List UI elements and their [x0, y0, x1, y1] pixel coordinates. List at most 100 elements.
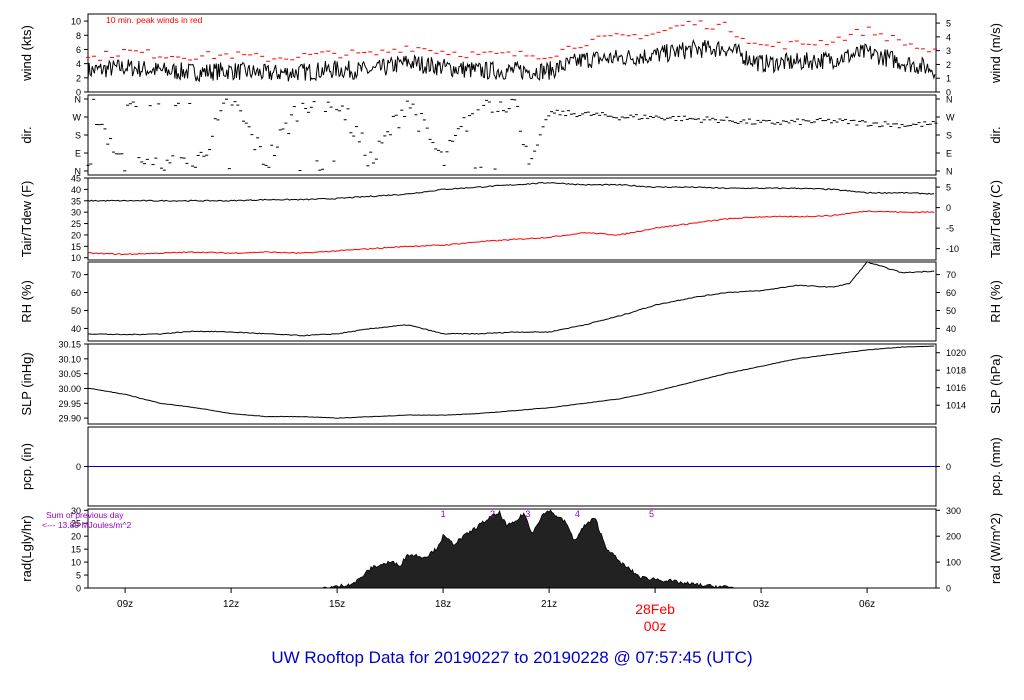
tick-label-left: 6	[76, 45, 81, 55]
tick-label-right: 5	[946, 183, 951, 193]
tick-label-left: 30.00	[58, 384, 81, 394]
panel-frame	[87, 177, 937, 261]
tick-label-right: 0	[946, 584, 951, 594]
tick-label-right: 1016	[946, 383, 966, 393]
radiation-marker-label: 4	[575, 509, 580, 519]
tick-label-left: 2	[76, 73, 81, 83]
tick-label-left: W	[73, 113, 82, 123]
panel-rad: rad(Lgly/hr) rad (W/m^2)05101520253001002…	[19, 506, 1003, 594]
tick-label-left: 70	[71, 270, 81, 280]
radiation-marker-label: 3	[525, 509, 530, 519]
series-line-rh-0	[87, 261, 935, 337]
radiation-marker-label: 5	[649, 509, 654, 519]
panel-rh: RH (%) RH (%) 40 50 60 70 40 50 60 70	[19, 261, 1003, 342]
x-tick-label: 06z	[859, 599, 875, 610]
page-title: UW Rooftop Data for 20190227 to 20190228…	[271, 648, 753, 667]
y-axis-label-right: Tair/Tdew (C)	[988, 180, 1003, 258]
y-axis-label-right: SLP (hPa)	[988, 354, 1003, 414]
tick-label-left: 25	[71, 519, 81, 529]
peak-wind-annotation: 10 min. peak winds in red	[106, 15, 203, 25]
series-line-temp-0	[87, 181, 935, 202]
panel-frame	[87, 94, 937, 176]
tick-label-left: 10	[71, 17, 81, 27]
tick-label-right: 2	[946, 60, 951, 70]
tick-label-right: 200	[946, 532, 961, 542]
series-line-temp-1	[88, 210, 935, 256]
panel-frame	[87, 343, 937, 425]
tick-label-left: 25	[71, 219, 81, 229]
tick-label-right: 1014	[946, 401, 966, 411]
tick-label-right: 1018	[946, 366, 966, 376]
tick-label-right: 50	[946, 306, 956, 316]
tick-label-right: 100	[946, 558, 961, 568]
y-axis-label-left: rad(Lgly/hr)	[19, 515, 34, 581]
tick-label-left: N	[75, 95, 82, 105]
x-tick-label: 18z	[435, 599, 451, 610]
tick-label-right: S	[946, 131, 952, 141]
radiation-note: Sum of previous day	[46, 510, 124, 520]
tick-label-left: 10	[71, 558, 81, 568]
tick-label-right: 4	[946, 32, 951, 42]
y-axis-label-left: SLP (inHg)	[19, 352, 34, 415]
radiation-marker-label: 2	[490, 509, 495, 519]
y-axis-label-left: Tair/Tdew (F)	[19, 181, 34, 258]
x-tick-label: 03z	[753, 599, 769, 610]
panel-dir: dir. dir.N NE ES SW WN N	[19, 94, 1003, 177]
tick-label-right: 0	[946, 88, 951, 98]
x-tick-label: 09z	[117, 599, 133, 610]
tick-label-right: 1020	[946, 348, 966, 358]
y-axis-label-right: pcp. (mm)	[988, 437, 1003, 496]
tick-label-right: 0	[946, 203, 951, 213]
tick-label-left: 30	[71, 506, 81, 516]
tick-label-left: 30.15	[58, 340, 81, 350]
tick-label-left: 40	[71, 324, 81, 334]
panel-wind: wind (kts) wind (m/s) 0 2 4 6 8 10 0 1 2 3 4 5 10 min.…	[19, 13, 1003, 98]
tick-label-right: W	[946, 113, 955, 123]
tick-label-left: 29.95	[58, 399, 81, 409]
series-line-wind	[87, 38, 936, 83]
tick-label-left: 15	[71, 242, 81, 252]
y-axis-label-right: wind (m/s)	[988, 23, 1003, 84]
tick-label-right: 40	[946, 324, 956, 334]
x-date-label: 28Feb	[635, 601, 675, 617]
tick-label-right: 300	[946, 506, 961, 516]
y-axis-label-right: dir.	[988, 126, 1003, 143]
tick-label-left: 50	[71, 306, 81, 316]
tick-label-right: -5	[946, 224, 954, 234]
y-axis-label-right: RH (%)	[988, 280, 1003, 323]
y-axis-label-left: RH (%)	[19, 280, 34, 323]
panel-slp: SLP (inHg) SLP (hPa) 29.90 29.95 30.00 30.05 3…	[19, 340, 1003, 425]
tick-label-right: 1	[946, 74, 951, 84]
tick-label-left: 10	[71, 253, 81, 263]
tick-label-left: S	[75, 131, 81, 141]
tick-label-left: N	[75, 167, 82, 177]
tick-label-left: 30.05	[58, 369, 81, 379]
tick-label-right: 60	[946, 288, 956, 298]
tick-label-left: 0	[76, 584, 81, 594]
tick-label-right: 0	[946, 462, 951, 472]
tick-label-left: 20	[71, 532, 81, 542]
tick-label-left: 60	[71, 288, 81, 298]
tick-label-right: E	[946, 149, 952, 159]
panel-frame	[87, 261, 937, 342]
tick-label-left: 0	[76, 462, 81, 472]
tick-label-left: 4	[76, 59, 81, 69]
tick-label-left: 8	[76, 31, 81, 41]
tick-label-right: N	[946, 95, 953, 105]
tick-label-left: 35	[71, 196, 81, 206]
x-date-time-label: 00z	[644, 618, 667, 634]
radiation-marker-label: 1	[441, 509, 446, 519]
tick-label-left: 30	[71, 208, 81, 218]
panel-precip: pcp. (in) pcp. (mm) 0 0	[19, 426, 1003, 507]
x-tick-label: 21z	[541, 599, 557, 610]
tick-label-right: N	[946, 167, 953, 177]
radiation-area	[322, 509, 737, 589]
tick-label-left: 45	[71, 174, 81, 184]
tick-label-left: 40	[71, 185, 81, 195]
y-axis-label-left: dir.	[19, 126, 34, 143]
tick-label-left: 30.10	[58, 354, 81, 364]
y-axis-label-left: wind (kts)	[19, 25, 34, 82]
